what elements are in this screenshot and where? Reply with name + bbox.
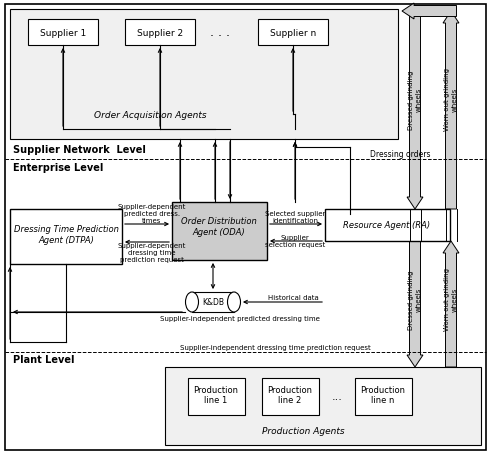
Ellipse shape (186, 293, 198, 312)
Text: Plant Level: Plant Level (13, 354, 74, 364)
Text: Production: Production (360, 386, 406, 394)
Text: identification: identification (272, 217, 318, 223)
Text: Production Agents: Production Agents (262, 426, 344, 435)
Text: Supplier Network  Level: Supplier Network Level (13, 145, 146, 155)
Text: line n: line n (372, 396, 394, 404)
Text: Supplier n: Supplier n (270, 28, 316, 37)
Bar (355, 378, 412, 415)
Text: Order Distribution: Order Distribution (181, 217, 257, 226)
Text: Selected supplier: Selected supplier (265, 211, 325, 217)
Text: Supplier 2: Supplier 2 (137, 28, 183, 37)
Text: Production: Production (194, 386, 238, 394)
Text: dressing time: dressing time (128, 249, 176, 255)
Polygon shape (407, 12, 423, 210)
Text: times: times (142, 217, 162, 223)
Polygon shape (443, 12, 459, 210)
Bar (10, 210, 122, 264)
Ellipse shape (228, 293, 240, 312)
Text: Dressing orders: Dressing orders (370, 150, 430, 159)
Text: Worn out grinding
wheels: Worn out grinding wheels (444, 268, 458, 331)
Bar (192, 293, 234, 312)
Bar (188, 378, 245, 415)
Text: Supplier-independent predicted dressing time: Supplier-independent predicted dressing … (160, 315, 320, 321)
Text: line 2: line 2 (278, 396, 301, 404)
Text: Worn out grinding
wheels: Worn out grinding wheels (444, 68, 458, 131)
Polygon shape (407, 242, 423, 367)
Polygon shape (443, 242, 459, 367)
Text: Supplier: Supplier (280, 234, 310, 241)
Text: Dressing Time Prediction: Dressing Time Prediction (14, 225, 118, 234)
Text: predicted dress.: predicted dress. (124, 211, 180, 217)
Bar (10, 10, 398, 140)
Text: Production: Production (268, 386, 312, 394)
Text: ...: ... (332, 391, 342, 401)
Text: line 1: line 1 (204, 396, 228, 404)
Text: Supplier-independent dressing time prediction request: Supplier-independent dressing time predi… (180, 344, 371, 350)
Text: prediction request: prediction request (120, 257, 184, 263)
Text: Supplier-dependent: Supplier-dependent (118, 203, 186, 210)
Text: Enterprise Level: Enterprise Level (13, 162, 104, 172)
Text: K&DB: K&DB (202, 298, 224, 307)
Text: Agent (DTPA): Agent (DTPA) (38, 236, 94, 245)
Text: Order Acquisition Agents: Order Acquisition Agents (94, 111, 206, 120)
Bar (258, 20, 328, 46)
Text: Historical data: Historical data (268, 294, 318, 300)
Text: Resource Agent (RA): Resource Agent (RA) (344, 221, 430, 230)
Text: Supplier-dependent: Supplier-dependent (118, 243, 186, 248)
Text: Agent (ODA): Agent (ODA) (192, 228, 246, 237)
Bar (262, 378, 319, 415)
Bar (325, 210, 450, 242)
Text: selection request: selection request (265, 242, 325, 248)
Text: . . .: . . . (210, 26, 230, 40)
Bar (165, 367, 481, 445)
Text: Supplier 1: Supplier 1 (40, 28, 86, 37)
Polygon shape (402, 4, 456, 20)
Text: Dressed grinding
wheels: Dressed grinding wheels (408, 270, 422, 329)
Bar (172, 202, 267, 260)
Bar (125, 20, 195, 46)
Text: Dressed grinding
wheels: Dressed grinding wheels (408, 70, 422, 129)
Bar (28, 20, 98, 46)
